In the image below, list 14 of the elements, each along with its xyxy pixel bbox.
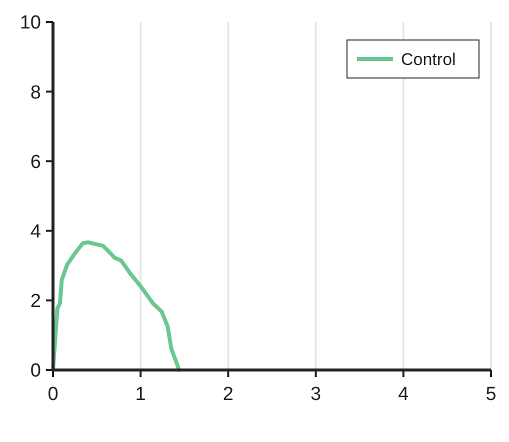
- x-tick-label: 4: [398, 384, 410, 405]
- y-tick-label: 10: [20, 12, 41, 34]
- x-tick-label: 2: [222, 384, 234, 405]
- y-tick-label: 8: [30, 82, 41, 104]
- x-tick-label: 3: [310, 384, 322, 405]
- legend-label: Control: [401, 50, 456, 69]
- y-tick-label: 0: [30, 360, 41, 382]
- x-tick-label: 5: [486, 384, 496, 405]
- y-tick-label: 4: [30, 221, 42, 242]
- line-series: [51, 240, 182, 372]
- x-tick-label: 0: [48, 384, 58, 405]
- y-tick-label: 6: [30, 152, 41, 173]
- y-tick-label: 2: [30, 291, 41, 312]
- x-tick-label: 1: [135, 384, 146, 405]
